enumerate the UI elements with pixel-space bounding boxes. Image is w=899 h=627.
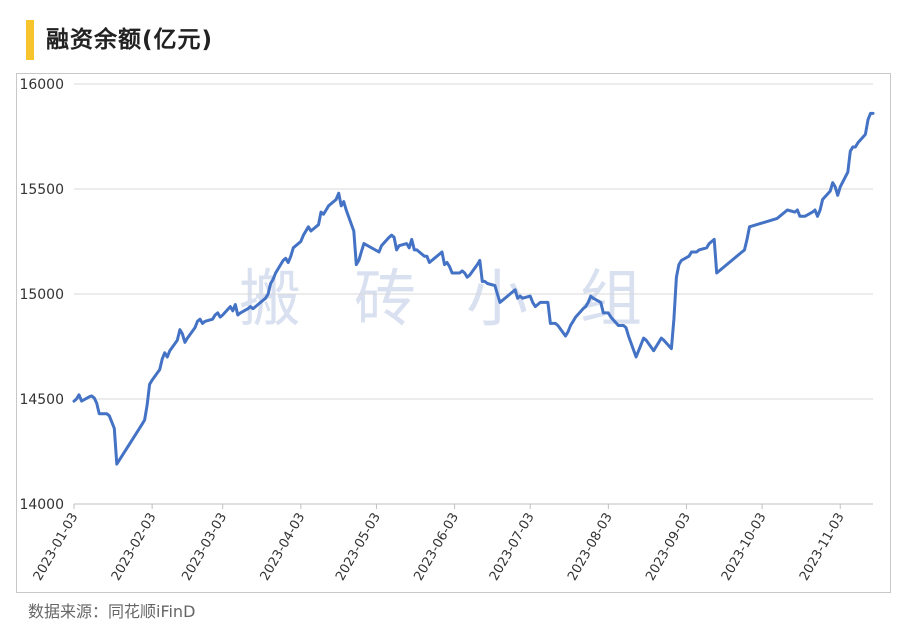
watermark-char: 砖 [354, 262, 416, 335]
series-line [72, 111, 875, 466]
x-tick-label: 2023-11-03 [797, 511, 848, 584]
gridlines [74, 83, 873, 505]
x-tick-label: 2023-04-03 [258, 511, 309, 584]
y-tick-label: 15500 [19, 182, 64, 198]
y-tick-label: 16000 [19, 77, 64, 93]
x-tick-label: 2023-05-03 [333, 511, 384, 584]
watermark-char: 搬 [239, 262, 301, 335]
x-tick-label: 2023-01-03 [31, 511, 82, 584]
y-tick-label: 15000 [19, 287, 64, 303]
y-tick-label: 14500 [19, 392, 64, 408]
data-source: 数据来源：同花顺iFinD [28, 602, 196, 621]
chart-frame [16, 73, 891, 593]
x-axis-ticks: 2023-01-03 2023-02-03 2023-03-03 2023-04-03… [31, 504, 848, 583]
x-tick-label: 2023-07-03 [487, 511, 538, 584]
y-axis-ticks: 14000 14500 15000 15500 16000 [19, 77, 64, 513]
x-tick-label: 2023-06-03 [411, 510, 462, 583]
x-tick-label: 2023-03-03 [179, 511, 230, 584]
x-tick-label: 2023-08-03 [565, 511, 616, 584]
watermark: 搬砖小组 [239, 262, 642, 335]
x-tick-label: 2023-02-03 [109, 511, 160, 584]
y-tick-label: 14000 [19, 497, 64, 513]
title-accent-bar [26, 20, 34, 60]
chart-title: 融资余额(亿元) [46, 27, 214, 53]
x-tick-label: 2023-10-03 [719, 511, 770, 584]
x-tick-label: 2023-09-03 [643, 511, 694, 584]
series [72, 111, 875, 466]
